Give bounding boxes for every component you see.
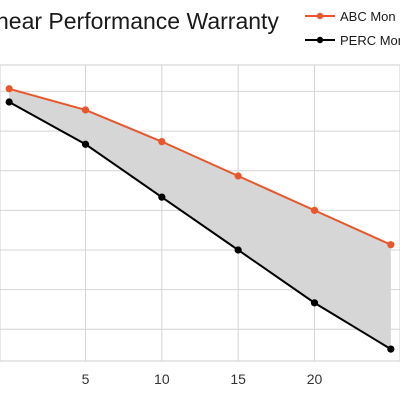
legend-marker-abc bbox=[316, 12, 324, 20]
line-layer bbox=[8, 87, 392, 350]
data-point-s1-4 bbox=[310, 299, 319, 307]
chart-title: near Performance Warranty bbox=[0, 8, 279, 34]
x-tick-label-3: 20 bbox=[307, 371, 323, 387]
data-point-s0-2 bbox=[158, 138, 166, 146]
legend: ABC Mon PERC Mon bbox=[305, 9, 400, 48]
legend-label-abc: ABC Mon bbox=[340, 9, 396, 24]
x-tick-label-1: 10 bbox=[154, 371, 170, 387]
data-point-s1-1 bbox=[81, 140, 90, 148]
data-point-s0-3 bbox=[234, 172, 242, 180]
x-tick-label-2: 15 bbox=[230, 371, 246, 387]
x-tick-label-0: 5 bbox=[82, 371, 90, 387]
data-point-s0-4 bbox=[310, 206, 319, 214]
data-point-s0-1 bbox=[81, 106, 90, 114]
series-line-1 bbox=[8, 101, 392, 350]
x-axis: 5 10 15 20 bbox=[82, 371, 323, 387]
data-point-s1-0 bbox=[5, 98, 13, 106]
area-between-series bbox=[9, 88, 391, 350]
data-point-s0-5 bbox=[387, 241, 395, 249]
legend-marker-perc bbox=[316, 36, 324, 44]
data-point-s1-2 bbox=[158, 193, 166, 201]
plot-border bbox=[0, 64, 400, 362]
legend-label-perc: PERC Mon bbox=[340, 33, 400, 48]
data-point-s1-5 bbox=[387, 345, 395, 353]
data-point-s1-3 bbox=[234, 246, 242, 254]
point-layer bbox=[5, 85, 395, 353]
area-layer bbox=[9, 88, 391, 350]
data-point-s0-0 bbox=[5, 85, 13, 93]
series-line-0 bbox=[8, 87, 392, 246]
